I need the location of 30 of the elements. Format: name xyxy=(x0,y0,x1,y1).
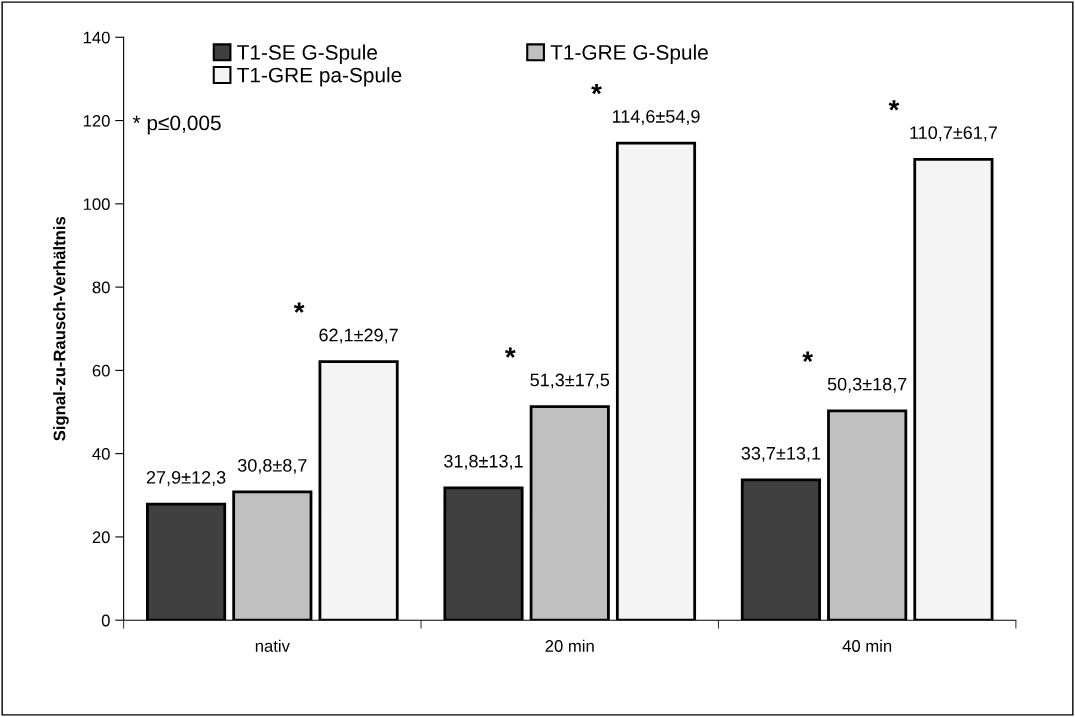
y-tick-label: 80 xyxy=(92,281,110,294)
y-tick-label: 40 xyxy=(92,448,110,460)
data-label: 50,3±18,7 xyxy=(827,377,907,393)
y-tick-label: 120 xyxy=(83,114,110,127)
legend-label: T1-GRE G-Spule xyxy=(550,44,708,64)
data-label: 33,7±13,1 xyxy=(741,446,821,462)
y-tick-label: 20 xyxy=(92,531,110,544)
y-tick-label: 60 xyxy=(92,364,110,377)
legend-label: T1-GRE pa-Spule xyxy=(237,67,402,87)
x-tick-label: 20 min xyxy=(545,639,594,652)
data-label: 27,9±12,3 xyxy=(146,471,226,486)
annotation: * xyxy=(504,347,516,358)
y-axis-title: Signal-zu-Rausch-Verhältnis xyxy=(53,216,69,441)
data-label: 62,1±29,7 xyxy=(319,328,398,344)
annotation: * xyxy=(591,83,602,95)
data-label: 114,6±54,9 xyxy=(612,110,700,125)
y-tick-label: 0 xyxy=(101,614,110,627)
annotation: * xyxy=(888,100,900,111)
legend-label: T1-SE G-Spule xyxy=(237,44,377,64)
y-tick-label: 100 xyxy=(83,198,110,211)
annotation: * xyxy=(293,302,305,313)
x-tick-label: 40 min xyxy=(842,639,892,652)
data-label: 30,8±8,7 xyxy=(237,458,307,474)
data-label: 31,8±13,1 xyxy=(444,454,523,470)
data-label: 110,7±61,7 xyxy=(910,126,997,142)
x-tick-label: nativ xyxy=(255,639,290,652)
annotation: * xyxy=(802,351,814,362)
data-label: 51,3±17,5 xyxy=(530,373,610,389)
annotation: * p≤0,005 xyxy=(132,115,221,135)
y-tick-label: 140 xyxy=(83,31,110,44)
